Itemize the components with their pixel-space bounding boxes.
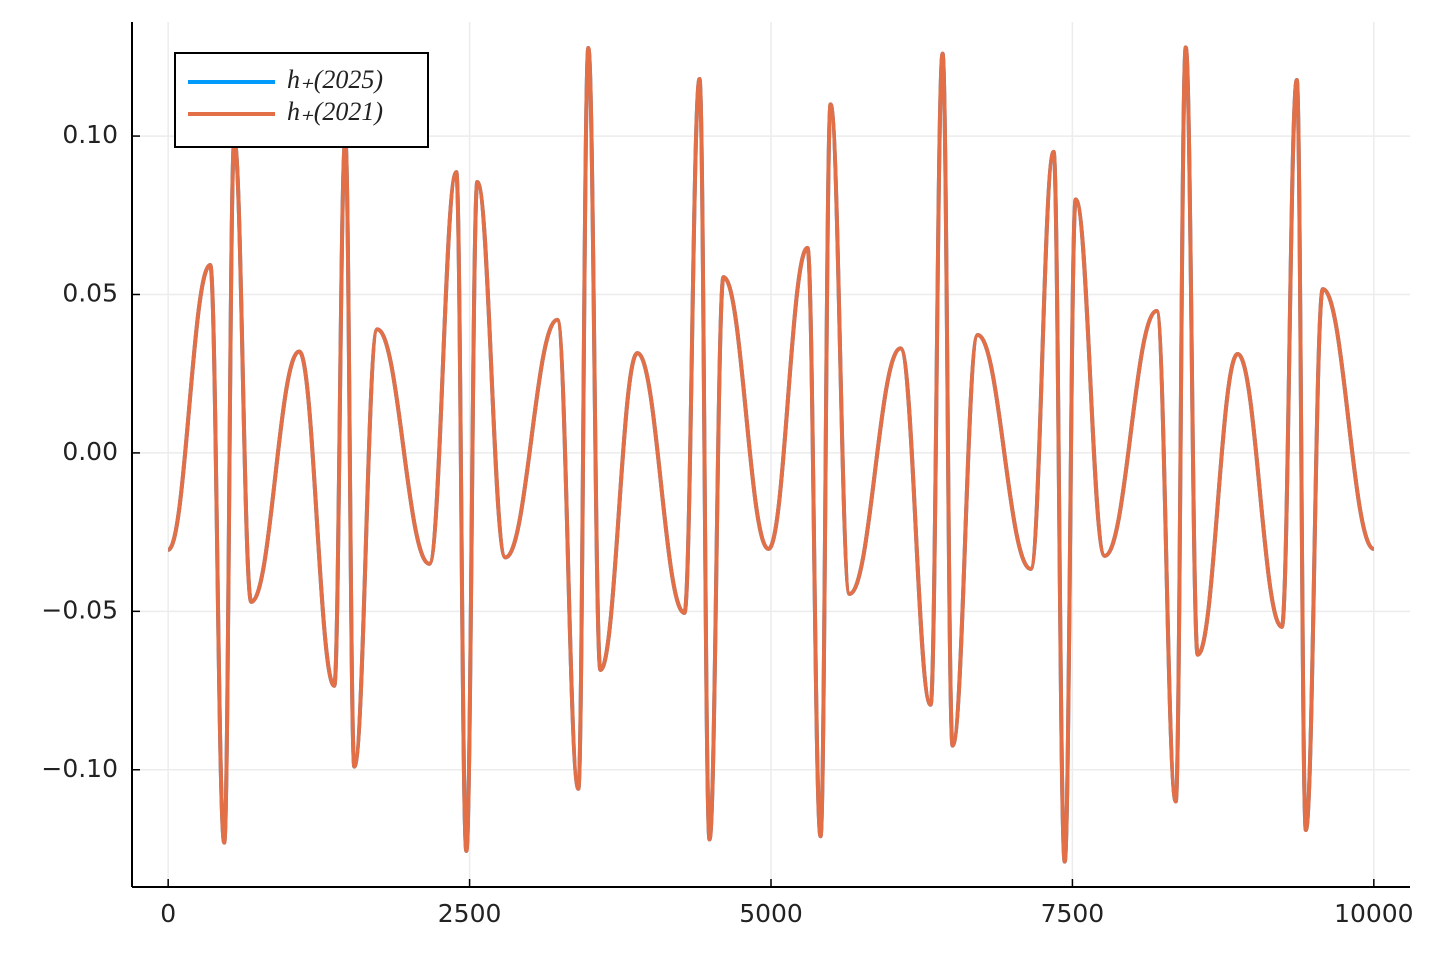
- legend-box: [174, 52, 429, 148]
- x-tick-label: 0: [160, 899, 176, 928]
- legend-label: h₊(2025): [287, 65, 383, 94]
- y-tick-label: −0.05: [41, 595, 118, 624]
- x-tick-label: 7500: [1041, 899, 1105, 928]
- y-tick-label: 0.05: [62, 278, 118, 307]
- legend-label: h₊(2021): [287, 97, 383, 126]
- series-line: [166, 45, 1375, 864]
- x-tick-label: 5000: [739, 899, 803, 928]
- x-tick-label: 2500: [438, 899, 502, 928]
- y-tick-label: 0.00: [62, 437, 118, 466]
- y-tick-label: 0.10: [62, 120, 118, 149]
- x-tick-label: 10000: [1334, 899, 1414, 928]
- y-tick-label: −0.10: [41, 754, 118, 783]
